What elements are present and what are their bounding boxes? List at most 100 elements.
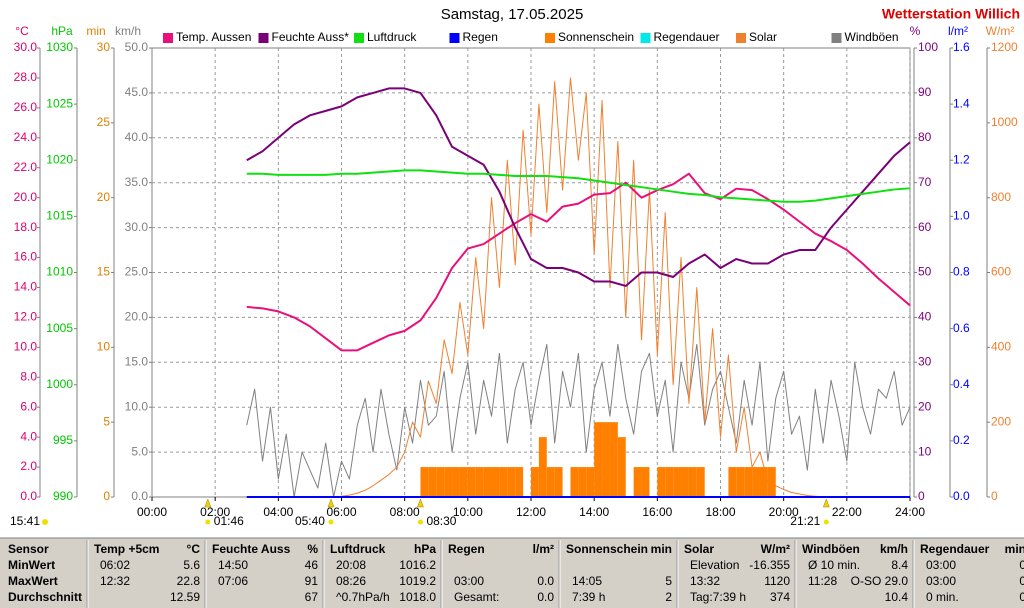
y-tick-label: 20 (918, 399, 932, 413)
sunshine-bar (570, 467, 579, 497)
series-line (246, 169, 911, 203)
sunshine-bar (767, 467, 776, 497)
table-cell: 1016.2 (399, 558, 436, 572)
series-line (246, 77, 910, 498)
y-tick-label: 1.2 (953, 152, 970, 166)
sunshine-bar (641, 467, 650, 497)
station-name: Wetterstation Willich (882, 6, 1020, 22)
y-tick-label: 30.0 (14, 40, 38, 54)
table-cell: 10.4 (885, 590, 909, 604)
y-tick-label: 14.0 (14, 280, 38, 294)
axis-unit: % (910, 24, 921, 38)
y-tick-label: 800 (991, 190, 1011, 204)
legend-label: Temp. Aussen (176, 30, 251, 44)
y-tick-label: 18.0 (14, 220, 38, 234)
sunshine-bar (483, 467, 492, 497)
marker-label: 01:46 (214, 514, 244, 528)
y-tick-label: 24.0 (14, 130, 38, 144)
sunshine-bar (696, 467, 705, 497)
table-unit: min (1005, 542, 1024, 556)
series-line (246, 343, 911, 498)
table-cell: Gesamt: (454, 590, 499, 604)
sunshine-bar (499, 467, 508, 497)
legend-label: Sonnenschein (558, 30, 634, 44)
y-tick-label: 0.0 (20, 489, 37, 503)
y-tick-label: 0.4 (953, 377, 970, 391)
y-tick-label: 25 (97, 115, 111, 129)
legend-swatch (545, 33, 555, 43)
legend-swatch (831, 33, 842, 43)
table-cell: Ø 10 min. (808, 558, 860, 572)
sunshine-bar (475, 467, 484, 497)
y-tick-label: 0 (103, 489, 110, 503)
y-tick-label: 0.6 (953, 321, 970, 335)
table-cell: 67 (305, 590, 319, 604)
table-cell: O-SO 29.0 (851, 574, 909, 588)
legend-swatch (449, 33, 460, 43)
y-tick-label: 15 (97, 265, 111, 279)
table-cell: 07:06 (218, 574, 248, 588)
x-tick-label: 24:00 (895, 505, 925, 519)
y-tick-label: 50 (918, 265, 932, 279)
table-cell: 0 (1019, 590, 1024, 604)
y-tick-label: 4.0 (20, 429, 37, 443)
table-cell: 22.8 (177, 574, 201, 588)
y-tick-label: 1025 (46, 96, 73, 110)
x-tick-label: 22:00 (832, 505, 862, 519)
y-tick-label: 60 (918, 220, 932, 234)
table-cell: -16.355 (749, 558, 790, 572)
series-line (246, 87, 911, 287)
y-tick-label: 28.0 (14, 70, 38, 84)
table-cell: 8.4 (891, 558, 908, 572)
sunshine-bar (744, 467, 753, 497)
legend-label: Feuchte Auss* (272, 30, 350, 44)
legend-label: Solar (749, 30, 777, 44)
sunshine-bar (657, 467, 666, 497)
table-header: Regendauer (920, 542, 990, 556)
sunshine-bar (633, 467, 642, 497)
table-cell: 1120 (764, 574, 790, 588)
sunshine-bar (617, 437, 626, 497)
y-tick-label: 26.0 (14, 100, 38, 114)
y-tick-label: 995 (53, 433, 73, 447)
table-header: Temp +5cm (94, 542, 159, 556)
y-tick-label: 80 (918, 130, 932, 144)
x-tick-label: 18:00 (705, 505, 735, 519)
y-tick-label: 5 (103, 414, 110, 428)
table-cell: 03:00 (926, 574, 956, 588)
x-tick-label: 06:00 (326, 505, 356, 519)
sunshine-bar (665, 467, 674, 497)
y-tick-label: 0 (991, 489, 998, 503)
time-marker (327, 498, 335, 508)
y-tick-label: 1.6 (953, 40, 970, 54)
sunshine-bar (515, 467, 524, 497)
table-cell: 46 (305, 558, 319, 572)
y-tick-label: 0 (918, 489, 925, 503)
time-marker (417, 498, 424, 508)
table-cell: Tag:7:39 h (690, 590, 746, 604)
sunshine-bar (546, 467, 555, 497)
table-header: Windböen (802, 542, 860, 556)
marker-label: 08:30 (426, 514, 456, 528)
y-tick-label: 1000 (991, 115, 1018, 129)
sunshine-bar (436, 467, 445, 497)
legend-swatch (163, 33, 173, 43)
x-tick-label: 10:00 (453, 505, 483, 519)
sunshine-bar (531, 467, 539, 497)
sunshine-bar (759, 467, 768, 497)
chart-title: Samstag, 17.05.2025 (441, 6, 584, 23)
row-label: MinWert (8, 558, 55, 572)
y-tick-label: 50.0 (125, 40, 149, 54)
y-tick-label: 1005 (46, 321, 73, 335)
axis-unit: km/h (115, 24, 141, 38)
sunshine-bar (538, 437, 547, 497)
sunshine-bar (554, 467, 563, 497)
sunshine-bar (459, 467, 468, 497)
y-tick-label: 2.0 (20, 459, 37, 473)
legend-swatch (258, 33, 269, 43)
table-cell: 13:32 (690, 574, 720, 588)
y-tick-label: 1000 (46, 377, 73, 391)
y-tick-label: 6.0 (20, 399, 37, 413)
